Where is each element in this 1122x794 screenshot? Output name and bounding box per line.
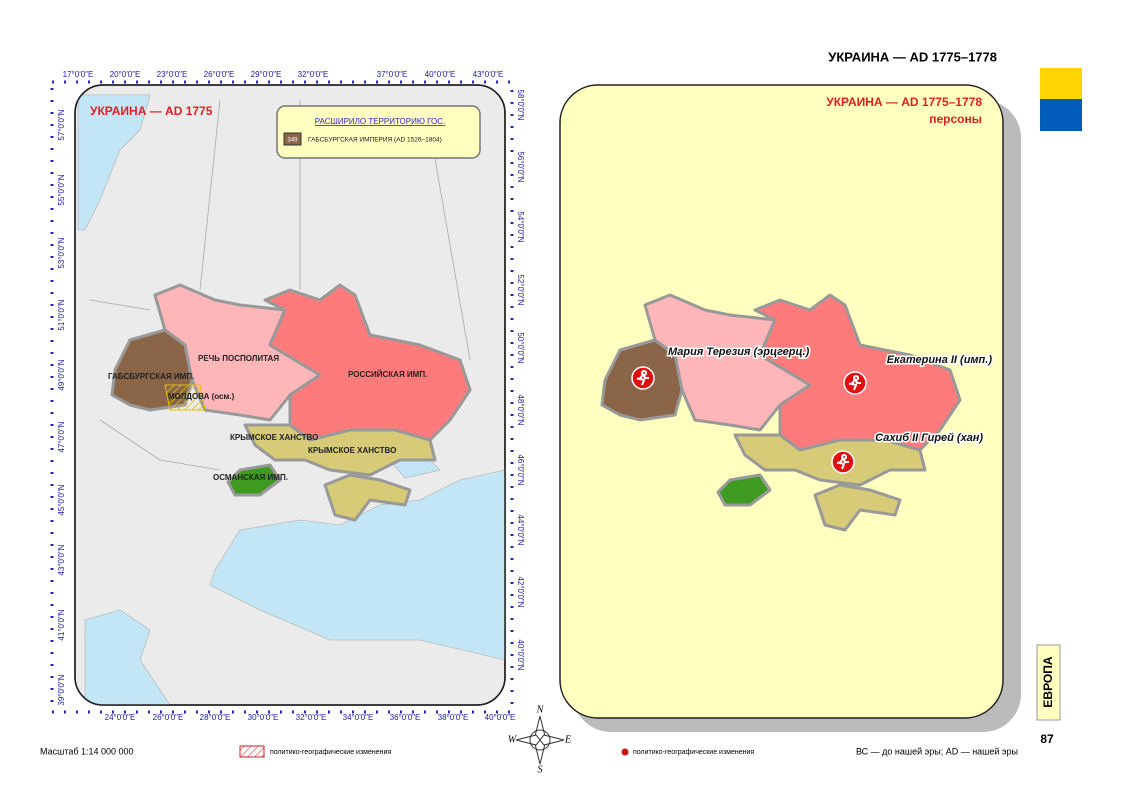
- region-label: ОСМАНСКАЯ ИМП.: [213, 473, 288, 482]
- page-number: 87: [1040, 732, 1054, 746]
- lon-tick-label: 40°0'0"E: [485, 713, 516, 722]
- lat-tick-label: 41°0'0"N: [57, 609, 66, 640]
- lat-tick-label: 50°0'0"N: [516, 332, 525, 363]
- sidebar-section: ЕВРОПА: [1041, 656, 1055, 707]
- lon-tick-label: 34°0'0"E: [343, 713, 374, 722]
- person-label: Екатерина II (имп.): [887, 354, 993, 366]
- lon-tick-label: 23°0'0"E: [157, 70, 188, 79]
- lon-tick-label: 43°0'0"E: [473, 70, 504, 79]
- lon-tick-label: 37°0'0"E: [377, 70, 408, 79]
- person-icon: [631, 366, 655, 390]
- lat-tick-label: 54°0'0"N: [516, 211, 525, 242]
- region-label: МОЛДОВА (осм.): [168, 392, 235, 401]
- legend-box: РАСШИРИЛО ТЕРРИТОРИЮ ГОС. 349 ГАБСБУРГСК…: [276, 105, 481, 159]
- right-map-subtitle: персоны: [929, 112, 982, 126]
- lat-tick-label: 56°0'0"N: [516, 151, 525, 182]
- person-icon: [843, 371, 867, 395]
- region-label: КРЫМСКОЕ ХАНСТВО: [230, 433, 318, 442]
- sidebar-box: [1036, 644, 1061, 721]
- scale: Масштаб 1:14 000 000: [40, 746, 134, 756]
- lat-tick-label: 44°0'0"N: [516, 514, 525, 545]
- lat-tick-label: 39°0'0"N: [57, 674, 66, 705]
- dot-swatch: [621, 748, 629, 756]
- legend-code: 349: [287, 138, 298, 144]
- right-map: [559, 84, 1021, 732]
- region-label: ГАБСБУРГСКАЯ ИМП.: [108, 372, 194, 381]
- lat-tick-label: 40°0'0"N: [516, 639, 525, 670]
- left-map: [74, 84, 506, 706]
- person-figure: [848, 375, 861, 391]
- lat-tick-label: 51°0'0"N: [57, 299, 66, 330]
- lon-tick-label: 32°0'0"E: [298, 70, 329, 79]
- person-figure: [836, 454, 849, 470]
- legend-label: ГАБСБУРГСКАЯ ИМПЕРИЯ (AD 1526–1804): [308, 137, 442, 144]
- lat-tick-label: 57°0'0"N: [57, 109, 66, 140]
- lon-tick-label: 26°0'0"E: [153, 713, 184, 722]
- compass: [515, 715, 565, 765]
- lon-tick-label: 32°0'0"E: [296, 713, 327, 722]
- compass-letter: S: [538, 764, 543, 775]
- lat-tick-label: 46°0'0"N: [516, 454, 525, 485]
- lat-tick-label: 42°0'0"N: [516, 576, 525, 607]
- compass-letter: W: [508, 734, 518, 745]
- era-note: ВС — до нашей эры; AD — нашей эры: [856, 746, 1018, 756]
- hatch-legend: политико-географические изменения: [270, 749, 391, 756]
- lat-tick-label: 43°0'0"N: [57, 544, 66, 575]
- compass-letter: N: [536, 704, 545, 715]
- hatch-swatch: [239, 745, 265, 758]
- compass-letter: E: [564, 734, 571, 745]
- lat-tick-label: 55°0'0"N: [57, 174, 66, 205]
- lat-tick-label: 47°0'0"N: [57, 421, 66, 452]
- left-map-title: УКРАИНА — AD 1775: [90, 104, 213, 118]
- lat-tick-label: 58°0'0"N: [516, 89, 525, 120]
- graticule-frame: [50, 80, 514, 714]
- right-map-title: УКРАИНА — AD 1775–1778: [826, 95, 982, 109]
- lon-tick-label: 30°0'0"E: [248, 713, 279, 722]
- lon-tick-label: 29°0'0"E: [251, 70, 282, 79]
- lon-tick-label: 38°0'0"E: [438, 713, 469, 722]
- person-label: Мария Терезия (эрцгерц.): [668, 346, 810, 358]
- legend-title: РАСШИРИЛО ТЕРРИТОРИЮ ГОС.: [315, 117, 446, 126]
- lon-tick-label: 20°0'0"E: [110, 70, 141, 79]
- lon-tick-label: 24°0'0"E: [105, 713, 136, 722]
- region-label: КРЫМСКОЕ ХАНСТВО: [308, 446, 396, 455]
- header-title: УКРАИНА — AD 1775–1778: [828, 49, 997, 64]
- person-icon: [831, 450, 855, 474]
- lon-tick-label: 36°0'0"E: [390, 713, 421, 722]
- region-label: РЕЧЬ ПОСПОЛИТАЯ: [198, 354, 279, 363]
- lon-tick-label: 40°0'0"E: [425, 70, 456, 79]
- lon-tick-label: 17°0'0"E: [63, 70, 94, 79]
- person-figure: [636, 370, 649, 386]
- lat-tick-label: 52°0'0"N: [516, 274, 525, 305]
- lat-tick-label: 53°0'0"N: [57, 237, 66, 268]
- flag-yellow: [1040, 68, 1082, 99]
- lon-tick-label: 26°0'0"E: [204, 70, 235, 79]
- lat-tick-label: 48°0'0"N: [516, 394, 525, 425]
- lat-tick-label: 49°0'0"N: [57, 359, 66, 390]
- lon-tick-label: 28°0'0"E: [200, 713, 231, 722]
- dot-legend: политико-географические изменения: [633, 749, 754, 756]
- flag-blue: [1040, 99, 1082, 131]
- person-label: Сахиб II Гирей (хан): [875, 432, 983, 444]
- region-label: РОССИЙСКАЯ ИМП.: [348, 370, 427, 379]
- lat-tick-label: 45°0'0"N: [57, 484, 66, 515]
